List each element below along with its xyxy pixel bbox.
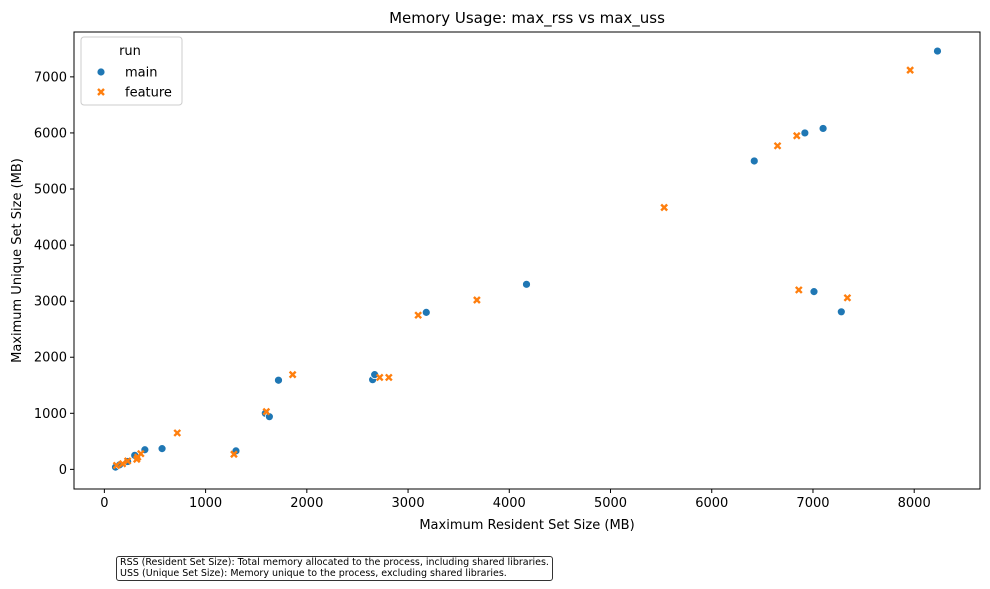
main-point [264, 412, 274, 422]
x-tick-label: 6000 [695, 496, 728, 511]
chart-title: Memory Usage: max_rss vs max_uss [389, 9, 665, 28]
plot-area-frame [73, 31, 981, 490]
y-axis: 0 1000 2000 3000 4000 5000 6000 7000 [34, 70, 74, 478]
legend-label-feature: feature [125, 86, 172, 101]
annotation-note: RSS (Resident Set Size): Total memory al… [116, 556, 553, 581]
y-tick-label: 5000 [34, 183, 67, 198]
main-point [933, 46, 942, 56]
main-point [836, 307, 846, 317]
main-point [809, 287, 819, 297]
x-tick-label: 8000 [898, 496, 931, 511]
feature-point [230, 450, 238, 459]
note-uss-definition: USS (Unique Set Size): Memory unique to … [120, 567, 507, 579]
x-axis-title: Maximum Resident Set Size (MB) [419, 518, 634, 533]
x-tick-label: 5000 [594, 496, 627, 511]
data-points [111, 46, 942, 472]
main-point [421, 307, 431, 317]
legend: run main feature [80, 36, 183, 106]
y-tick-label: 0 [59, 463, 67, 478]
y-tick-label: 4000 [34, 239, 67, 254]
y-tick-label: 2000 [34, 351, 67, 366]
feature-point [262, 407, 271, 416]
feature-point [906, 66, 915, 74]
main-point [522, 279, 531, 289]
main-point [370, 370, 380, 380]
x-tick-label: 1000 [189, 496, 222, 511]
legend-title: run [119, 44, 141, 59]
y-tick-label: 3000 [34, 295, 67, 310]
note-rss-definition: RSS (Resident Set Size): Total memory al… [120, 557, 549, 568]
x-tick-label: 3000 [392, 496, 425, 511]
y-tick-label: 6000 [34, 126, 67, 141]
main-point [274, 375, 283, 385]
feature-point [288, 370, 297, 379]
feature-point [414, 311, 423, 320]
feature-point [123, 457, 132, 465]
feature-point [375, 373, 384, 382]
legend-marker-main [96, 67, 106, 77]
feature-point [660, 203, 669, 212]
feature-point [136, 449, 145, 458]
y-tick-label: 1000 [34, 407, 67, 422]
feature-point [173, 429, 182, 437]
x-axis: 0 1000 2000 3000 4000 5000 6000 7000 8000 [100, 489, 931, 511]
feature-point [384, 373, 393, 382]
x-tick-label: 0 [100, 496, 108, 511]
feature-point [118, 459, 127, 468]
x-tick-label: 7000 [796, 496, 829, 511]
y-axis-title: Maximum Unique Set Size (MB) [10, 158, 25, 363]
feature-point [794, 286, 803, 294]
y-tick-label: 7000 [34, 70, 67, 85]
feature-point [792, 131, 801, 140]
legend-label-main: main [125, 66, 157, 81]
main-point [749, 156, 759, 166]
feature-point [112, 461, 121, 470]
feature-point [843, 293, 852, 302]
feature-point [773, 141, 782, 150]
main-point [157, 444, 167, 454]
x-tick-label: 2000 [290, 496, 323, 511]
x-tick-label: 4000 [493, 496, 526, 511]
legend-frame [80, 36, 183, 106]
main-point [800, 128, 810, 138]
legend-marker-feature [97, 88, 105, 96]
feature-point [473, 296, 481, 304]
main-point [818, 124, 828, 133]
